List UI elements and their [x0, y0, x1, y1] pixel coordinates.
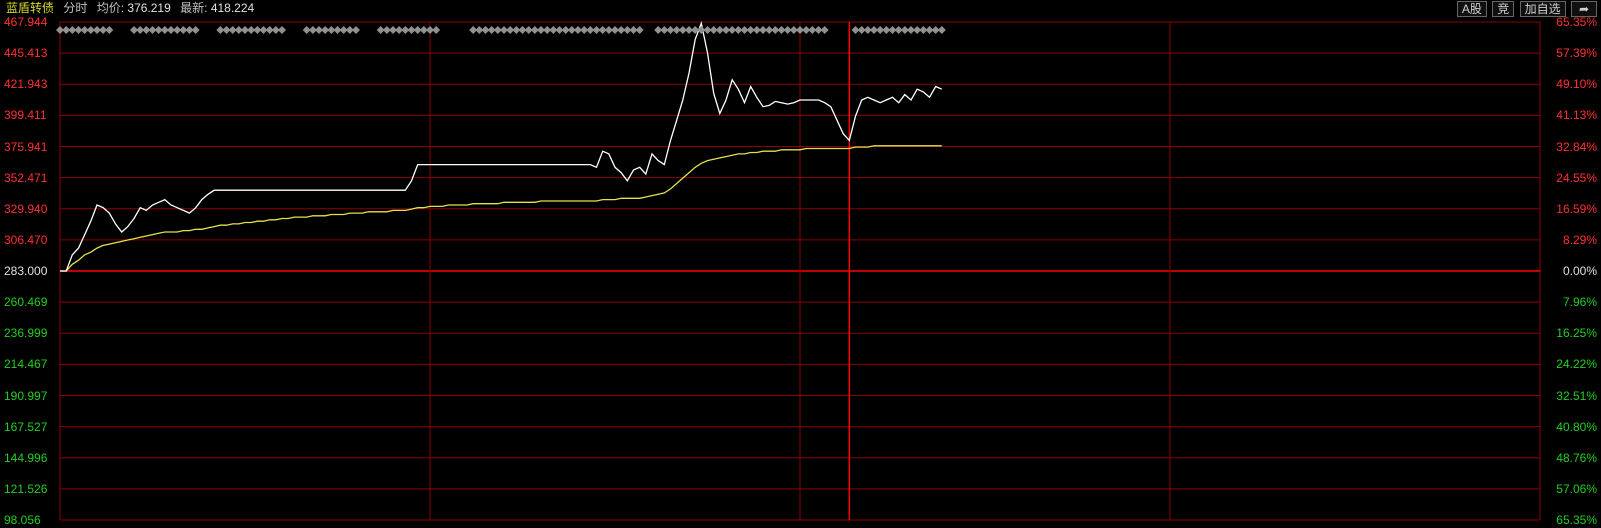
- y-axis-price-label: 306.470: [4, 234, 47, 246]
- y-axis-pct-label: 57.06%: [1556, 483, 1597, 495]
- y-axis-price-label: 283.000: [4, 265, 47, 277]
- add-favorite-button[interactable]: 加自选: [1520, 1, 1566, 17]
- y-axis-price-label: 352.471: [4, 172, 47, 184]
- y-axis-pct-label: 65.35%: [1556, 514, 1597, 526]
- mode-label: 分时: [63, 0, 87, 16]
- last-price-value: 418.224: [211, 0, 254, 16]
- y-axis-pct-label: 48.76%: [1556, 452, 1597, 464]
- y-axis-pct-label: 8.29%: [1563, 234, 1597, 246]
- last-price-label: 最新:: [180, 0, 207, 16]
- y-axis-price-label: 144.996: [4, 452, 47, 464]
- top-right-controls: A股 竞 加自选 ➦: [1455, 1, 1597, 17]
- y-axis-pct-label: 41.13%: [1556, 109, 1597, 121]
- chart-markers: [0, 0, 1601, 528]
- avg-price-label: 均价:: [97, 0, 124, 16]
- y-axis-pct-label: 32.84%: [1556, 141, 1597, 153]
- avg-price-value: 376.219: [127, 0, 170, 16]
- chart-header: 蓝盾转债 分时 均价: 376.219 最新: 418.224: [0, 0, 1601, 18]
- bidding-button[interactable]: 竞: [1492, 1, 1514, 17]
- y-axis-price-label: 190.997: [4, 390, 47, 402]
- y-axis-price-label: 236.999: [4, 327, 47, 339]
- y-axis-price-label: 399.411: [4, 109, 47, 121]
- y-axis-price-label: 214.467: [4, 358, 47, 370]
- y-axis-price-label: 121.526: [4, 483, 47, 495]
- y-axis-pct-label: 16.59%: [1556, 203, 1597, 215]
- y-axis-pct-label: 24.55%: [1556, 172, 1597, 184]
- popout-icon[interactable]: ➦: [1571, 1, 1597, 17]
- y-axis-pct-label: 49.10%: [1556, 78, 1597, 90]
- y-axis-price-label: 167.527: [4, 421, 47, 433]
- y-axis-pct-label: 7.96%: [1563, 296, 1597, 308]
- y-axis-price-label: 375.941: [4, 141, 47, 153]
- y-axis-price-label: 421.943: [4, 78, 47, 90]
- security-name: 蓝盾转债: [6, 0, 54, 16]
- y-axis-pct-label: 24.22%: [1556, 358, 1597, 370]
- y-axis-price-label: 98.056: [4, 514, 41, 526]
- y-axis-price-label: 329.940: [4, 203, 47, 215]
- y-axis-price-label: 260.469: [4, 296, 47, 308]
- y-axis-pct-label: 57.39%: [1556, 47, 1597, 59]
- y-axis-pct-label: 16.25%: [1556, 327, 1597, 339]
- y-axis-pct-label: 40.80%: [1556, 421, 1597, 433]
- a-share-button[interactable]: A股: [1457, 1, 1487, 17]
- y-axis-price-label: 445.413: [4, 47, 47, 59]
- y-axis-pct-label: 0.00%: [1563, 265, 1597, 277]
- y-axis-pct-label: 32.51%: [1556, 390, 1597, 402]
